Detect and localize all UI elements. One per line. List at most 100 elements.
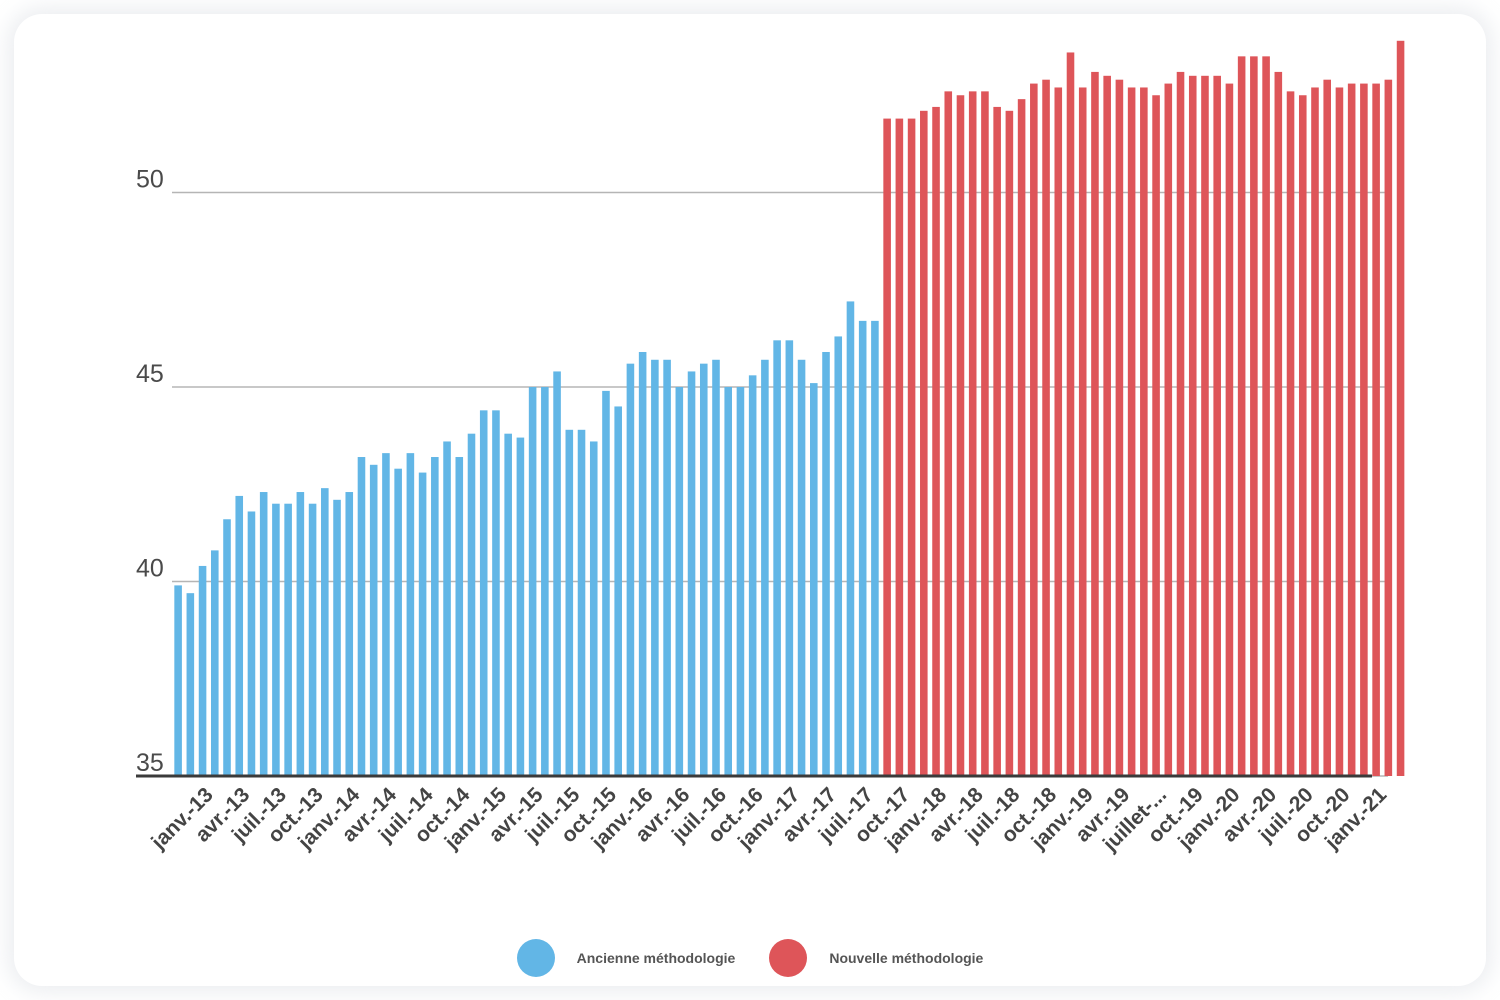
bar bbox=[920, 110, 928, 776]
bar bbox=[1017, 99, 1026, 776]
bar bbox=[247, 511, 256, 776]
bar bbox=[1286, 91, 1295, 777]
bar bbox=[211, 550, 219, 776]
bar bbox=[1201, 75, 1209, 777]
bar bbox=[895, 118, 904, 777]
bar bbox=[687, 371, 696, 776]
bar bbox=[528, 387, 537, 776]
bar bbox=[871, 320, 879, 776]
bar bbox=[1176, 71, 1185, 776]
bar bbox=[1042, 79, 1050, 776]
bar bbox=[516, 437, 525, 776]
bar bbox=[431, 457, 439, 776]
bar bbox=[614, 406, 622, 776]
bar bbox=[1298, 95, 1307, 776]
bar bbox=[1225, 83, 1234, 776]
bar bbox=[1262, 56, 1270, 777]
bar bbox=[907, 118, 916, 777]
bar bbox=[284, 503, 292, 776]
bar bbox=[223, 519, 231, 776]
bar bbox=[577, 429, 586, 776]
bar bbox=[761, 359, 769, 776]
bar bbox=[455, 457, 464, 776]
legend-item-nouvelle[interactable]: Nouvelle méthodologie bbox=[769, 939, 983, 977]
bar bbox=[1237, 56, 1246, 777]
bar bbox=[724, 387, 732, 776]
bar bbox=[369, 464, 378, 776]
bar bbox=[418, 472, 427, 776]
bar bbox=[1347, 83, 1356, 776]
y-tick-label: 35 bbox=[136, 749, 164, 777]
bar bbox=[797, 359, 806, 776]
y-axis-ticks: 35 40 45 50 bbox=[136, 166, 164, 778]
bar bbox=[1030, 83, 1038, 776]
bars bbox=[174, 40, 1405, 777]
bar bbox=[638, 351, 647, 776]
bar bbox=[1115, 79, 1124, 776]
bar bbox=[675, 387, 684, 776]
bar bbox=[1250, 56, 1258, 777]
bar bbox=[479, 410, 488, 776]
bar bbox=[394, 468, 402, 776]
bar bbox=[699, 363, 708, 776]
bar bbox=[174, 585, 182, 776]
bar bbox=[834, 336, 843, 776]
bar bbox=[993, 106, 1001, 777]
bar bbox=[858, 320, 867, 776]
bar bbox=[198, 565, 207, 776]
bar bbox=[1360, 83, 1368, 776]
bar bbox=[357, 457, 366, 776]
bar bbox=[1078, 87, 1087, 777]
bar bbox=[186, 593, 195, 776]
y-tick-label: 40 bbox=[136, 555, 164, 583]
bar bbox=[259, 492, 268, 776]
bar bbox=[553, 371, 561, 776]
bar bbox=[883, 118, 891, 777]
bar bbox=[1396, 40, 1405, 777]
bar bbox=[1140, 87, 1148, 777]
y-tick-label: 50 bbox=[136, 166, 164, 194]
bar bbox=[1164, 83, 1173, 776]
bar bbox=[467, 433, 476, 776]
bar bbox=[810, 383, 818, 776]
bar bbox=[1188, 75, 1197, 777]
legend-item-ancienne[interactable]: Ancienne méthodologie bbox=[516, 939, 736, 977]
bar bbox=[1323, 79, 1331, 776]
bar bbox=[1054, 87, 1063, 777]
legend: Ancienne méthodologie Nouvelle méthodolo… bbox=[0, 938, 1500, 978]
bar bbox=[736, 387, 745, 776]
bar bbox=[1384, 79, 1393, 776]
bar bbox=[333, 499, 341, 776]
bar bbox=[956, 95, 965, 776]
bar bbox=[1152, 95, 1160, 776]
bar bbox=[296, 492, 305, 776]
bar bbox=[1127, 87, 1136, 777]
bar bbox=[321, 488, 329, 776]
bar bbox=[748, 375, 757, 776]
bar bbox=[1335, 87, 1344, 777]
bar bbox=[492, 410, 500, 776]
bar bbox=[944, 91, 953, 777]
bar bbox=[308, 503, 317, 776]
legend-label: Ancienne méthodologie bbox=[576, 950, 736, 966]
x-axis-ticks: janv.-13avr.-13juil.-13oct.-13janv.-14av… bbox=[146, 783, 1391, 856]
bar bbox=[651, 359, 659, 776]
y-tick-label: 45 bbox=[136, 360, 164, 388]
legend-label: Nouvelle méthodologie bbox=[829, 950, 984, 966]
bar bbox=[235, 495, 244, 776]
bar bbox=[846, 301, 855, 776]
bar bbox=[406, 453, 415, 776]
bar bbox=[1372, 83, 1380, 776]
bar bbox=[1103, 75, 1111, 777]
bar bbox=[822, 351, 830, 776]
legend-swatch bbox=[516, 939, 555, 977]
bar bbox=[663, 359, 671, 776]
bar bbox=[541, 387, 549, 776]
bar bbox=[712, 359, 720, 776]
bar bbox=[345, 492, 354, 776]
bar bbox=[565, 429, 574, 776]
bar bbox=[773, 340, 781, 776]
bar bbox=[589, 441, 598, 776]
bar bbox=[382, 453, 390, 776]
